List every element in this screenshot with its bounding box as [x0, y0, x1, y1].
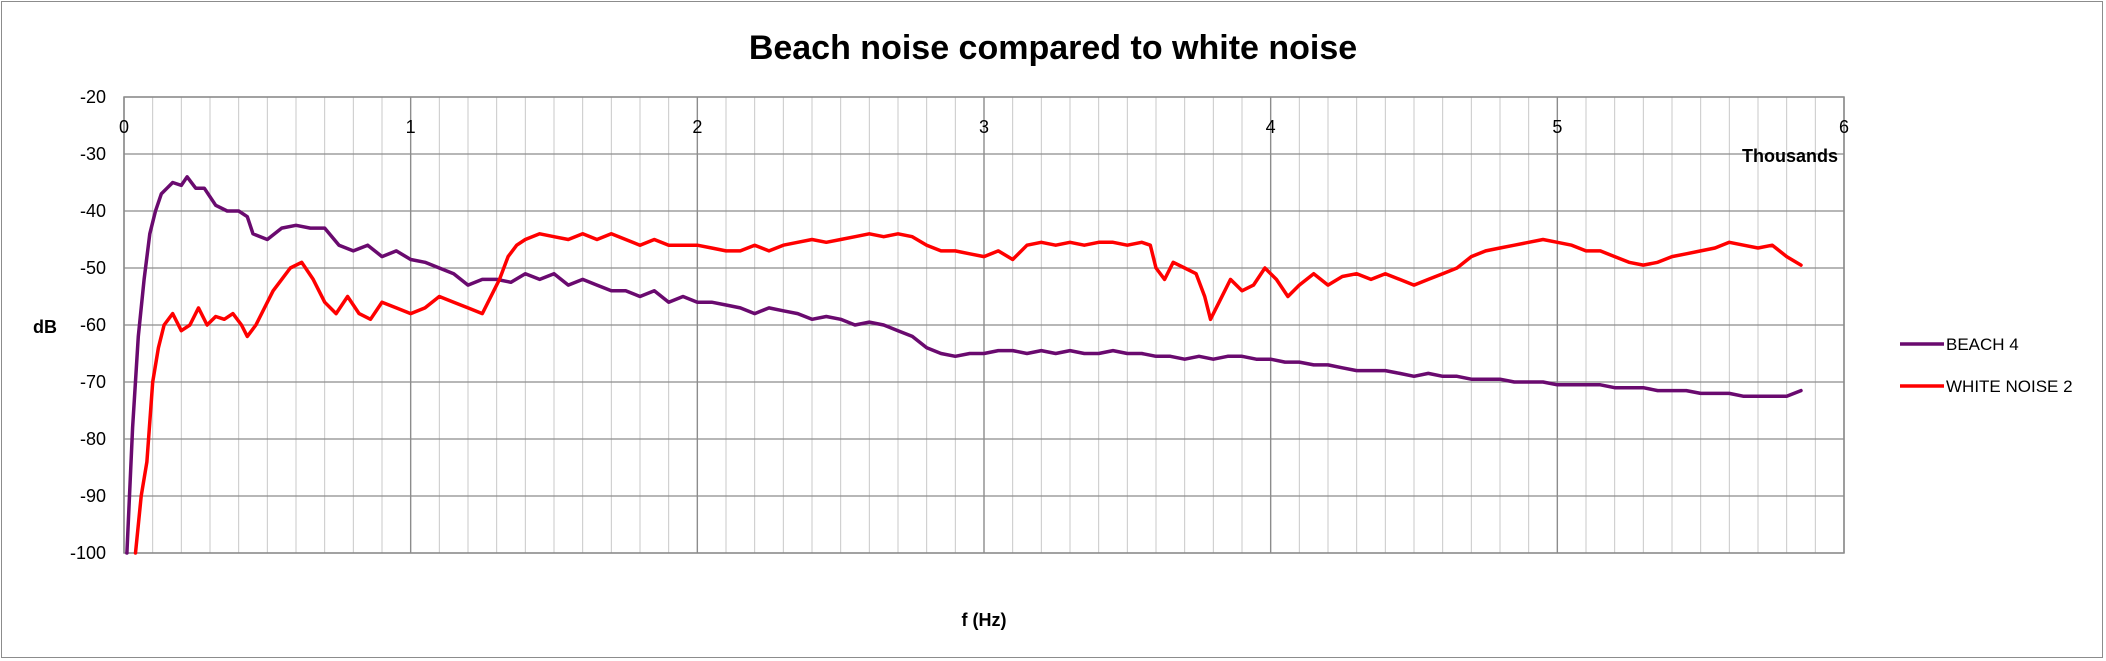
- y-axis-label: dB: [33, 317, 57, 337]
- plot-area: [123, 96, 1845, 554]
- y-tick-label: -90: [80, 486, 106, 506]
- series-line-1: [125, 175, 1803, 555]
- x-tick-label: 6: [1839, 117, 1849, 137]
- y-tick-label: -30: [80, 144, 106, 164]
- x-tick-label: 2: [692, 117, 702, 137]
- chart-title: Beach noise compared to white noise: [749, 29, 1357, 67]
- x-tick-label: 4: [1266, 117, 1276, 137]
- y-axis-tick-labels: -20 -30 -40 -50 -60 -70 -80 -90 -100: [70, 87, 106, 563]
- x-axis-unit-label: Thousands: [1742, 146, 1838, 166]
- legend-label: BEACH 4: [1946, 335, 2019, 354]
- chart-gridlines: [123, 96, 1845, 554]
- x-tick-label: 1: [406, 117, 416, 137]
- y-tick-label: -40: [80, 201, 106, 221]
- legend-label: WHITE NOISE 2: [1946, 377, 2073, 396]
- x-axis-label: f (Hz): [962, 610, 1007, 630]
- series-lines: [125, 175, 1803, 555]
- legend: BEACH 4 WHITE NOISE 2: [1900, 335, 2073, 396]
- y-tick-label: -80: [80, 429, 106, 449]
- y-tick-label: -70: [80, 372, 106, 392]
- x-tick-label: 3: [979, 117, 989, 137]
- y-tick-label: -60: [80, 315, 106, 335]
- y-tick-label: -20: [80, 87, 106, 107]
- x-tick-label: 5: [1552, 117, 1562, 137]
- x-tick-label: 0: [119, 117, 129, 137]
- y-tick-label: -100: [70, 543, 106, 563]
- series-line-2: [133, 232, 1803, 555]
- x-axis-tick-labels: 0 1 2 3 4 5 6: [119, 117, 1849, 137]
- y-tick-label: -50: [80, 258, 106, 278]
